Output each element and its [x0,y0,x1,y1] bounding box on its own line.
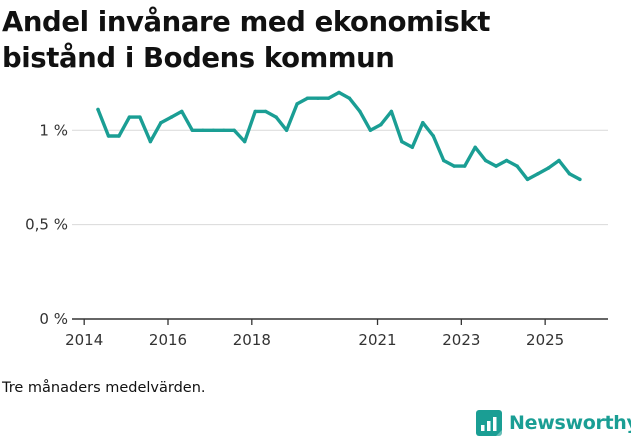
data-point [442,158,446,163]
data-point [211,128,215,132]
data-point [243,139,247,144]
data-point [389,109,394,114]
data-point [578,177,582,182]
data-point [337,90,341,95]
y-tick-label: 0 % [39,310,68,328]
series-layer [96,90,582,182]
data-point [410,145,414,149]
data-point [284,128,289,132]
data-point [106,134,111,138]
chart-note: Tre månaders medelvärden. [2,380,206,396]
data-point [421,121,425,125]
y-tick-label: 0,5 % [25,216,68,234]
data-point [473,145,477,149]
data-point [525,177,530,182]
data-point [232,128,236,132]
data-point [180,109,184,114]
data-point [117,134,121,138]
data-point [557,158,561,163]
data-point [138,115,142,119]
data-point [96,107,100,112]
x-tick-label: 2021 [358,331,396,349]
y-tick-label: 1 % [39,121,68,139]
data-point [326,96,331,100]
series-line [96,90,582,182]
data-point [148,139,153,144]
data-point [546,166,551,170]
data-point [368,128,373,132]
chart-title: Andel invånare med ekonomiskt bistånd i … [2,6,491,74]
data-point [358,109,362,114]
data-point [536,172,540,176]
y-axis-ticks: 0 % 0,5 % 1 % [25,121,68,328]
data-point [463,164,467,168]
data-point [263,109,268,114]
x-tick-label: 2018 [233,331,271,349]
data-point [222,128,226,132]
data-point [253,109,257,114]
data-point [347,96,352,100]
data-point [452,164,456,168]
x-tick-label: 2014 [65,331,103,349]
data-point [169,115,174,119]
data-point [316,96,320,100]
data-point [159,121,163,125]
data-point [431,134,435,138]
data-point [494,164,498,168]
data-point [515,164,519,168]
data-point [504,158,509,163]
x-tick-label: 2016 [149,331,187,349]
x-tick-label: 2025 [526,331,564,349]
data-point [400,139,404,144]
data-point [190,128,194,132]
data-point [567,172,572,176]
data-point [127,115,132,119]
data-point [483,158,488,163]
data-point [379,122,383,127]
gridlines [72,129,608,320]
x-axis-ticks: 2014 2016 2018 2021 2023 2025 [65,319,564,349]
data-point [295,102,299,106]
data-point [305,96,310,100]
newsworthy-logo-icon [476,410,502,436]
brand-name: Newsworthy [509,412,631,434]
data-point [201,128,205,132]
brand-logo: Newsworthy [476,407,631,439]
x-tick-label: 2023 [442,331,480,349]
data-point [274,115,278,119]
